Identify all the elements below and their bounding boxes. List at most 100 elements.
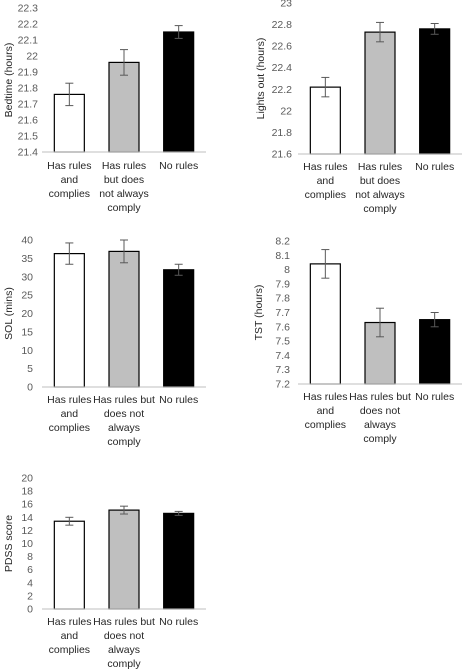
y-tick-label: 22.8 (272, 19, 293, 31)
category-label: not always (355, 189, 405, 201)
y-tick-label: 7.6 (275, 321, 290, 333)
y-tick-label: 5 (27, 363, 33, 375)
y-tick-label: 20 (21, 308, 33, 320)
error-bar-2 (376, 307, 384, 338)
y-tick-label: 10 (21, 538, 33, 550)
bar-2 (364, 31, 396, 155)
category-label: Has rules but (93, 616, 155, 628)
error-bar-3 (430, 22, 439, 35)
y-axis-title: TST (hours) (253, 285, 265, 341)
y-axis-title: PDSS score (3, 515, 15, 572)
category-label: not always (99, 188, 149, 200)
bar-3 (419, 28, 451, 155)
category-label: complies (305, 419, 346, 431)
category-label: comply (363, 203, 397, 215)
category-label: complies (305, 189, 346, 201)
bar-3 (163, 269, 195, 388)
y-tick-label: 22.4 (272, 62, 293, 74)
category-label: and (61, 408, 79, 420)
category-label: Has rules (303, 391, 347, 403)
y-axis-title: Lights out (hours) (255, 38, 267, 120)
bar-3 (163, 31, 195, 153)
error-bar-3 (430, 312, 439, 328)
y-tick-label: 7.5 (275, 336, 290, 348)
y-tick-label: 21.9 (18, 67, 39, 79)
category-label: comply (107, 658, 141, 670)
category-label: No rules (415, 391, 454, 403)
category-label: comply (107, 436, 141, 448)
category-label: and (61, 630, 79, 642)
y-tick-label: 30 (21, 271, 33, 283)
y-tick-label: 4 (27, 577, 33, 589)
category-label: and (61, 174, 79, 186)
y-tick-label: 7.2 (275, 379, 290, 391)
chart-panel-4: 7.2 7.3 7.4 7.5 7.6 7.7 7.8 7.9 8 8.1 8.2 TST (hour… (253, 236, 462, 445)
bar-2 (108, 509, 140, 610)
error-bar-1 (321, 249, 330, 279)
y-tick-label: 15 (21, 326, 33, 338)
category-label: does not (104, 630, 144, 642)
y-tick-label: 7.3 (275, 364, 290, 376)
chart-panel-1: 21.4 21.5 21.6 21.7 21.8 21.9 22 22.1 22.2 22.3 Be… (3, 3, 206, 214)
error-bar-2 (120, 49, 128, 76)
y-tick-label: 21.8 (272, 127, 293, 139)
error-bar-3 (174, 263, 183, 276)
bar-2 (108, 61, 140, 153)
error-bar-1 (65, 242, 74, 265)
bar-2 (108, 250, 140, 388)
bar-1 (309, 263, 341, 385)
y-tick-label: 21.7 (18, 99, 39, 111)
category-label: but does (104, 174, 144, 186)
category-label: complies (49, 422, 90, 434)
y-tick-label: 16 (21, 499, 33, 511)
y-tick-label: 21.6 (272, 149, 293, 161)
y-tick-label: 0 (27, 382, 33, 394)
y-axis-title: SOL (mins) (3, 287, 15, 340)
category-label: Has rules but (93, 394, 155, 406)
y-tick-label: 21.5 (18, 131, 39, 143)
category-label: and (317, 175, 335, 187)
error-bar-1 (65, 516, 74, 526)
y-tick-label: 8 (27, 551, 33, 563)
error-bar-2 (120, 239, 128, 264)
y-tick-label: 7.9 (275, 278, 290, 290)
y-tick-label: 21.4 (18, 147, 39, 159)
y-axis-title: Bedtime (hours) (3, 43, 15, 118)
y-tick-label: 20 (21, 473, 33, 485)
y-tick-label: 23 (280, 0, 292, 10)
y-tick-label: 22.2 (272, 84, 293, 96)
category-label: No rules (415, 161, 454, 173)
category-label: Has rules but (349, 391, 411, 403)
y-tick-label: 8.2 (275, 236, 290, 248)
y-tick-label: 6 (27, 564, 33, 576)
y-tick-label: 7.7 (275, 307, 290, 319)
y-tick-label: 40 (21, 235, 33, 247)
y-tick-label: 21.8 (18, 83, 39, 95)
error-bar-1 (321, 76, 330, 98)
category-label: Has rules (47, 394, 91, 406)
category-label: Has rules (358, 161, 402, 173)
category-label: always (108, 422, 140, 434)
category-label: comply (363, 433, 397, 445)
category-label: No rules (159, 394, 198, 406)
y-tick-label: 8.1 (275, 250, 290, 262)
error-bar-2 (120, 505, 128, 515)
y-tick-label: 18 (21, 486, 33, 498)
chart-panel-3: 0 5 10 15 20 25 30 35 40 SOL (mins) Has rules and co… (3, 235, 206, 448)
category-label: complies (49, 188, 90, 200)
category-label: Has rules (102, 160, 146, 172)
category-label: always (108, 644, 140, 656)
y-tick-label: 22.6 (272, 41, 293, 53)
y-tick-label: 10 (21, 345, 33, 357)
bar-1 (53, 252, 85, 388)
y-tick-label: 35 (21, 253, 33, 265)
category-label: Has rules (47, 160, 91, 172)
category-label: and (317, 405, 335, 417)
category-label: No rules (159, 160, 198, 172)
chart-panel-2: 21.6 21.8 22 22.2 22.4 22.6 22.8 23 Lights out (… (255, 0, 462, 215)
category-label: Has rules (303, 161, 347, 173)
category-label: does not (104, 408, 144, 420)
y-tick-label: 0 (27, 604, 33, 616)
y-tick-label: 14 (21, 512, 33, 524)
